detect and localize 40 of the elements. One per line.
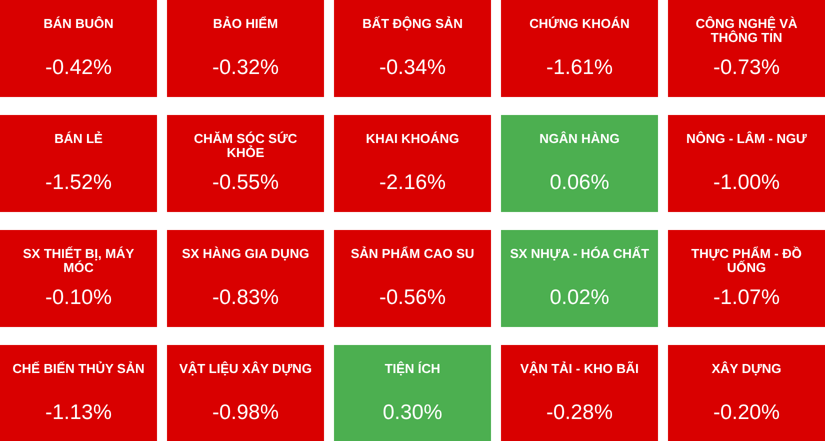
data-label: 0.02% bbox=[550, 286, 610, 309]
category-label: CHĂM SÓC SỨC KHỎE bbox=[194, 131, 298, 160]
category-label: BẢO HIỂM bbox=[213, 16, 278, 31]
category-label: CÔNG NGHỆ VÀ THÔNG TIN bbox=[696, 16, 798, 45]
category-label: BÁN BUÔN bbox=[43, 16, 114, 31]
category-label: NÔNG - LÂM - NGƯ bbox=[686, 131, 807, 146]
data-label: -0.32% bbox=[212, 56, 279, 79]
data-label: -1.00% bbox=[713, 171, 780, 194]
data-label: -0.55% bbox=[212, 171, 279, 194]
category-label: SX THIẾT BỊ, MÁY MÓC bbox=[22, 246, 134, 275]
data-label: 0.30% bbox=[382, 401, 442, 424]
data-label: -0.10% bbox=[45, 286, 112, 309]
data-label: -0.28% bbox=[546, 401, 613, 424]
data-label: -0.34% bbox=[379, 56, 446, 79]
category-label: TIỆN ÍCH bbox=[384, 361, 440, 376]
category-label: XÂY DỰNG bbox=[712, 361, 782, 376]
category-label: BÁN LẺ bbox=[54, 131, 104, 146]
category-label: NGÂN HÀNG bbox=[539, 131, 620, 146]
data-label: -0.42% bbox=[45, 56, 112, 79]
category-label: VẬN TẢI - KHO BÃI bbox=[520, 361, 639, 376]
data-label: -1.13% bbox=[45, 401, 112, 424]
data-label: -0.83% bbox=[212, 286, 279, 309]
data-label: 0.06% bbox=[550, 171, 610, 194]
category-label: SX HÀNG GIA DỤNG bbox=[182, 246, 310, 261]
data-label: -1.61% bbox=[546, 56, 613, 79]
data-label: -1.52% bbox=[45, 171, 112, 194]
category-label: KHAI KHOÁNG bbox=[366, 131, 460, 146]
data-label: -0.56% bbox=[379, 286, 446, 309]
category-label: SX NHỰA - HÓA CHẤT bbox=[510, 246, 650, 261]
category-label: BẤT ĐỘNG SẢN bbox=[362, 16, 463, 31]
category-label: VẬT LIỆU XÂY DỰNG bbox=[179, 361, 312, 376]
data-label: -0.20% bbox=[713, 401, 780, 424]
category-label: THỰC PHẨM - ĐỒ UỐNG bbox=[691, 246, 802, 275]
data-label: -0.73% bbox=[713, 56, 780, 79]
data-label: -2.16% bbox=[379, 171, 446, 194]
data-label: -0.98% bbox=[212, 401, 279, 424]
data-label: -1.07% bbox=[713, 286, 780, 309]
category-label: CHẾ BIẾN THỦY SẢN bbox=[12, 361, 144, 376]
category-label: CHỨNG KHOÁN bbox=[529, 16, 630, 31]
category-label: SẢN PHẨM CAO SU bbox=[350, 246, 474, 261]
